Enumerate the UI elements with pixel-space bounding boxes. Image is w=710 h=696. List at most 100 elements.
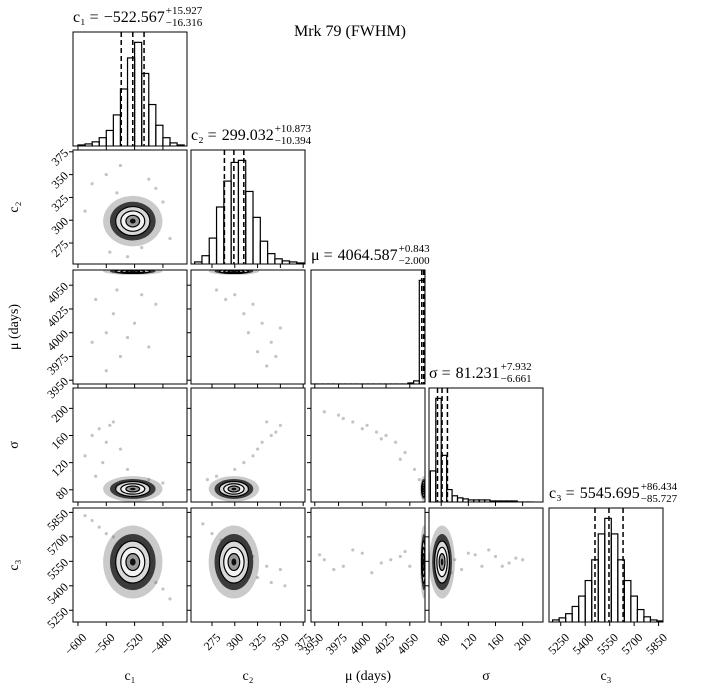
sample-point [140, 245, 144, 250]
histogram-bar [91, 141, 100, 146]
y-tick-label: 120 [48, 457, 71, 480]
histogram-bar [571, 605, 580, 622]
sample-point [83, 454, 87, 458]
histogram-bar [511, 500, 518, 502]
histogram-bar [176, 144, 185, 146]
histogram-bar [462, 498, 469, 502]
x-axis-label: c₂ [242, 669, 253, 684]
parameter-median: 81.231 [456, 365, 500, 382]
x-tick-label: 5250 [545, 630, 572, 657]
sample-point [133, 321, 137, 325]
y-tick-label: 5850 [44, 507, 71, 534]
histogram-bar [252, 216, 261, 264]
panel-frame [190, 269, 306, 385]
parameter-title: c₁ = [73, 9, 99, 26]
sample-point [336, 413, 341, 417]
y-tick-label: 4000 [44, 327, 71, 354]
y-tick-label: 80 [53, 484, 71, 502]
panel-frame [190, 149, 306, 265]
error-plus: +86.434 [641, 481, 678, 493]
sample-point [111, 420, 115, 424]
error-plus: +10.873 [275, 123, 312, 135]
density-contour [422, 558, 425, 566]
sample-point [278, 567, 282, 572]
y-axis-label: c₃ [7, 559, 22, 570]
x-tick-label: 5400 [570, 630, 597, 657]
sample-point [140, 293, 144, 297]
panel [551, 508, 663, 622]
x-tick-label: −560 [90, 630, 117, 657]
parameter-median: 5545.695 [580, 485, 640, 502]
x-tick-label: 4050 [394, 630, 421, 657]
sample-point [161, 587, 165, 591]
sample-point [487, 548, 491, 552]
histogram-bar [500, 500, 507, 502]
sample-point [389, 558, 393, 562]
panel-frame [428, 387, 544, 503]
histogram-bar [584, 579, 593, 622]
panel [194, 150, 305, 264]
x-axis-label: c₃ [600, 669, 611, 684]
panel [208, 270, 282, 368]
panel-frame [190, 507, 306, 623]
sample-point [115, 288, 119, 292]
parameter-median: 299.032 [222, 127, 274, 144]
panel-frame [310, 507, 426, 623]
sample-point [104, 173, 108, 177]
y-axis-label: μ (days) [7, 304, 22, 350]
sample-point [412, 467, 417, 472]
x-tick-label: 275 [201, 630, 224, 653]
panel [311, 270, 425, 384]
x-tick-label: 325 [246, 630, 269, 653]
panel [83, 420, 165, 502]
sample-point [111, 535, 115, 539]
x-tick-label: 4025 [371, 630, 398, 657]
panel [90, 270, 163, 373]
histogram-bar [230, 161, 240, 264]
histogram-bar [505, 500, 513, 502]
sample-point [403, 450, 407, 455]
histogram-bar [126, 57, 136, 146]
x-tick-label: −520 [119, 630, 146, 657]
error-plus: +7.932 [501, 361, 532, 373]
sample-point [322, 410, 326, 414]
sample-point [269, 340, 273, 344]
sample-point [161, 200, 165, 204]
sample-point [269, 433, 273, 438]
panel-frame [72, 507, 188, 623]
sample-point [393, 440, 398, 444]
error-minus: −85.727 [641, 493, 678, 505]
panel [322, 410, 425, 502]
sample-point [370, 571, 374, 575]
density-contour [231, 487, 237, 491]
sample-point [118, 447, 123, 451]
sample-point [168, 236, 172, 241]
sample-point [97, 427, 101, 431]
sample-point [115, 191, 119, 195]
histogram-bar [440, 454, 448, 502]
panel [205, 420, 282, 502]
histogram-bar [494, 500, 502, 502]
sample-point [147, 177, 151, 181]
sample-point [274, 430, 278, 434]
sample-point [118, 354, 123, 359]
histogram-bar [435, 397, 442, 502]
sample-point [417, 478, 421, 482]
sample-point [507, 561, 511, 565]
error-minus: −6.661 [501, 373, 532, 385]
histogram-bar [112, 114, 122, 146]
sample-point [246, 331, 251, 335]
x-tick-label: 120 [457, 630, 480, 653]
sample-point [408, 564, 412, 568]
sample-point [260, 321, 264, 325]
histogram-bar [296, 262, 305, 264]
x-axis-label: c₁ [124, 669, 135, 684]
panel-frame [548, 507, 664, 623]
x-axis-label: μ (days) [345, 669, 391, 684]
histogram-bar [413, 380, 420, 384]
error-minus: −16.316 [166, 17, 203, 29]
sample-point [384, 433, 388, 438]
y-tick-label: 160 [48, 430, 71, 453]
x-tick-label: −600 [62, 630, 89, 657]
histogram-bar [259, 240, 269, 264]
